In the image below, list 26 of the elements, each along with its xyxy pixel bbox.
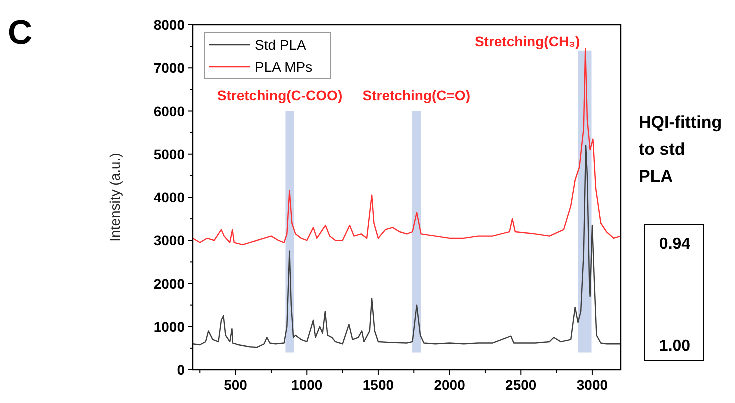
- x-tick-label: 2500: [506, 377, 537, 393]
- text: 1.00: [659, 338, 691, 355]
- y-tick-label: 4000: [154, 190, 186, 206]
- y-tick-label: 2000: [154, 276, 186, 292]
- y-tick-label: 0: [177, 362, 186, 378]
- band-label: Stretching(CH₃): [474, 34, 580, 50]
- y-tick-label: 1000: [154, 318, 186, 335]
- y-tick-label: 8000: [154, 17, 186, 33]
- line-series: [192, 145, 622, 348]
- x-tick-label: 2000: [434, 377, 466, 393]
- y-tick-label: 6000: [154, 103, 186, 120]
- x-tick-label: 1000: [292, 377, 323, 393]
- x-tick-label: 1500: [362, 377, 394, 393]
- y-axis-title: Intensity (a.u.): [107, 153, 123, 242]
- band-label: Stretching(C=O): [362, 87, 470, 104]
- y-tick-label: 7000: [154, 60, 186, 76]
- legend-label: Std PLA: [255, 37, 308, 53]
- text: C: [8, 14, 33, 52]
- legend-label: PLA MPs: [255, 59, 313, 75]
- text: HQI-fitting to std PLA: [639, 113, 722, 186]
- text: 0.94: [659, 236, 691, 253]
- x-tick-label: 500: [224, 377, 248, 393]
- y-tick-label: 5000: [154, 146, 186, 162]
- y-tick-label: 3000: [154, 232, 186, 249]
- band-label: Stretching(C-COO): [217, 87, 343, 104]
- x-tick-label: 3000: [576, 377, 608, 393]
